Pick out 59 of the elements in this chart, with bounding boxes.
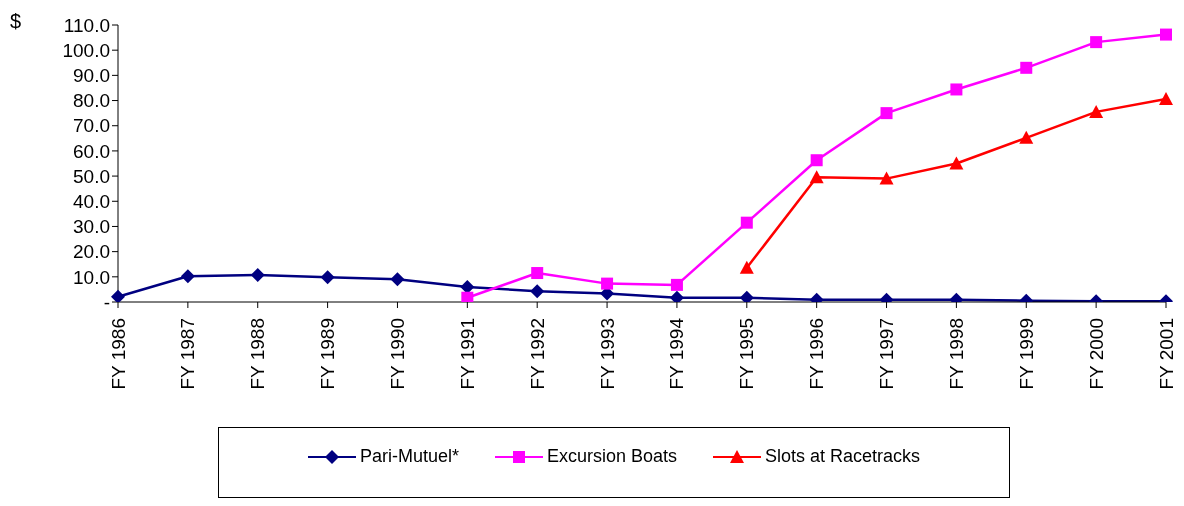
point bbox=[949, 156, 964, 170]
y-tick-label: 70.0 bbox=[73, 115, 110, 137]
y-tick-label: 30.0 bbox=[73, 216, 110, 238]
x-tick-label: FY 1989 bbox=[317, 318, 339, 390]
point bbox=[739, 260, 754, 274]
y-tick-label: 60.0 bbox=[73, 140, 110, 162]
y-tick-label: 110.0 bbox=[63, 14, 110, 36]
point bbox=[320, 270, 335, 285]
x-tick-label: FY 1988 bbox=[247, 318, 269, 390]
x-tick-label: FY 1991 bbox=[456, 318, 478, 390]
x-tick-label: FY 1996 bbox=[806, 318, 828, 390]
y-tick-label: - bbox=[103, 291, 110, 313]
legend-label: Excursion Boats bbox=[546, 446, 678, 467]
point bbox=[669, 290, 684, 302]
y-tick-label: 50.0 bbox=[73, 165, 110, 187]
y-tick-label: 10.0 bbox=[73, 266, 110, 288]
y-tick-label: 90.0 bbox=[73, 65, 110, 87]
x-tick-label: FY 1987 bbox=[177, 318, 199, 390]
point bbox=[1020, 61, 1033, 74]
legend-label: Slots at Racetracks bbox=[765, 446, 921, 467]
x-tick-label: FY 1993 bbox=[596, 318, 618, 390]
y-tick-label: 20.0 bbox=[73, 241, 110, 263]
x-tick-label: FY 1995 bbox=[736, 318, 758, 390]
x-tick-label: FY 1998 bbox=[945, 318, 967, 390]
x-tick-label: FY 1990 bbox=[386, 318, 408, 390]
y-tick-label: 100.0 bbox=[62, 39, 110, 61]
x-tick-label: FY 1999 bbox=[1015, 318, 1037, 390]
point bbox=[950, 83, 963, 96]
x-tick-label: FY 1997 bbox=[876, 318, 898, 390]
point bbox=[809, 170, 824, 184]
point bbox=[111, 289, 125, 302]
point bbox=[1019, 130, 1034, 144]
point bbox=[1090, 36, 1103, 49]
y-tick-label: 80.0 bbox=[73, 90, 110, 112]
point bbox=[1160, 28, 1172, 41]
point bbox=[531, 267, 544, 280]
point bbox=[601, 277, 614, 290]
x-tick-label: FY 2000 bbox=[1085, 318, 1107, 390]
y-axis-title: $ bbox=[10, 10, 22, 33]
point bbox=[880, 107, 893, 120]
x-tick-label: FY 1986 bbox=[107, 318, 129, 390]
y-tick-label: 40.0 bbox=[73, 191, 110, 213]
point bbox=[670, 278, 683, 291]
point bbox=[879, 171, 894, 185]
x-tick-label: FY 1992 bbox=[526, 318, 548, 390]
point bbox=[740, 216, 753, 229]
point bbox=[739, 290, 754, 302]
x-tick-label: FY 1994 bbox=[666, 317, 688, 390]
point bbox=[250, 268, 265, 283]
legend-label: Pari-Mutuel* bbox=[359, 446, 459, 467]
point bbox=[461, 291, 474, 302]
point bbox=[180, 269, 195, 284]
point bbox=[1089, 104, 1104, 118]
point bbox=[1159, 92, 1173, 106]
point bbox=[530, 284, 545, 299]
point bbox=[810, 154, 823, 167]
point bbox=[390, 272, 405, 287]
point bbox=[460, 279, 475, 294]
x-tick-label: FY 2001 bbox=[1155, 318, 1177, 390]
